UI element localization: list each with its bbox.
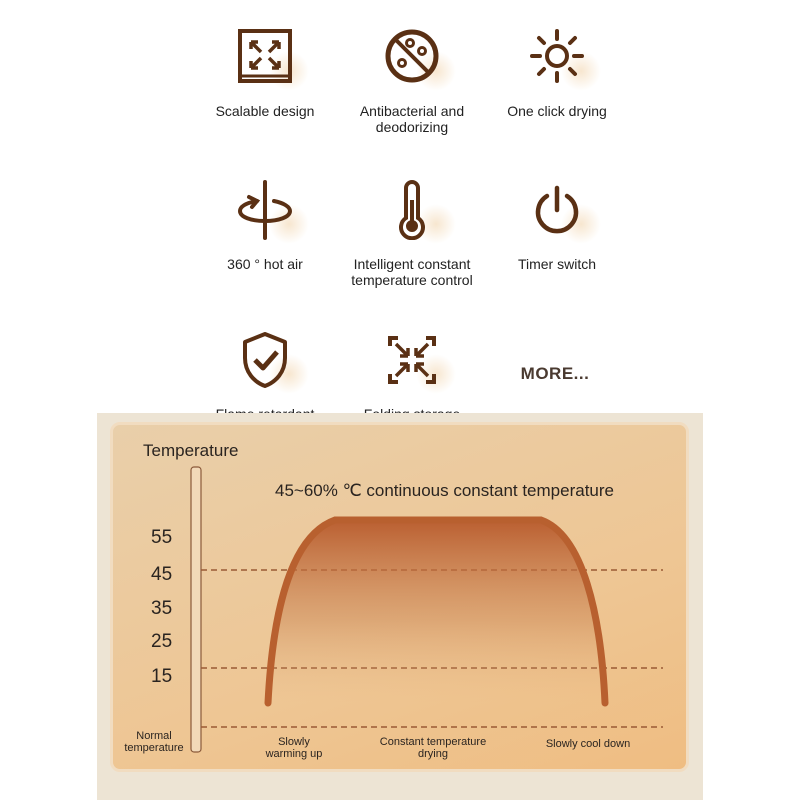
feature-label: 360 ° hot air <box>227 256 303 272</box>
temperature-curve-graphic <box>190 466 663 753</box>
rotate-air-icon <box>235 180 309 244</box>
phase-warming: Slowly warming up <box>265 736 323 760</box>
feature-label: One click drying <box>507 103 607 119</box>
feature-label: Antibacterial and deodorizing <box>359 103 465 135</box>
shield-check-icon <box>235 330 309 394</box>
no-bacteria-icon <box>382 27 456 91</box>
feature-antibacterial: Antibacterial and deodorizing <box>337 27 487 135</box>
feature-scalable-design: Scalable design <box>190 27 340 119</box>
feature-360-hot-air: 360 ° hot air <box>190 180 340 272</box>
feature-label: Timer switch <box>517 256 597 272</box>
power-icon <box>527 180 601 244</box>
tick-15: 15 <box>151 666 173 687</box>
phase-cooldown: Slowly cool down <box>545 738 631 750</box>
curve-fill <box>268 521 605 703</box>
feature-constant-temperature: Intelligent constant temperature control <box>337 180 487 288</box>
temperature-curve <box>264 516 609 707</box>
tick-45: 45 <box>151 564 173 585</box>
temperature-axis-bar <box>190 466 202 753</box>
feature-label: Intelligent constant temperature control <box>351 256 473 288</box>
headline: 45~60% ℃ continuous constant temperature <box>275 481 614 500</box>
feature-timer-switch: Timer switch <box>482 180 632 272</box>
collapse-icon <box>382 330 456 394</box>
more-link[interactable]: MORE... <box>520 364 590 383</box>
tick-35: 35 <box>151 598 173 619</box>
temperature-diagram: Temperature 45~60% ℃ continuous constant… <box>110 422 689 772</box>
feature-folding-storage: Folding storage <box>337 330 487 422</box>
tick-25: 25 <box>151 631 173 652</box>
feature-label: Scalable design <box>215 103 315 119</box>
thermometer-icon <box>382 180 456 244</box>
feature-one-click-drying: One click drying <box>482 27 632 119</box>
feature-flame-retardant: Flame retardant <box>190 330 340 422</box>
sun-icon <box>527 27 601 91</box>
expand-icon <box>235 27 309 91</box>
axis-title: Temperature <box>143 441 239 460</box>
phase-constant: Constant temperature drying <box>379 736 487 760</box>
baseline-label: Normal temperature <box>124 730 184 754</box>
tick-55: 55 <box>151 527 173 548</box>
